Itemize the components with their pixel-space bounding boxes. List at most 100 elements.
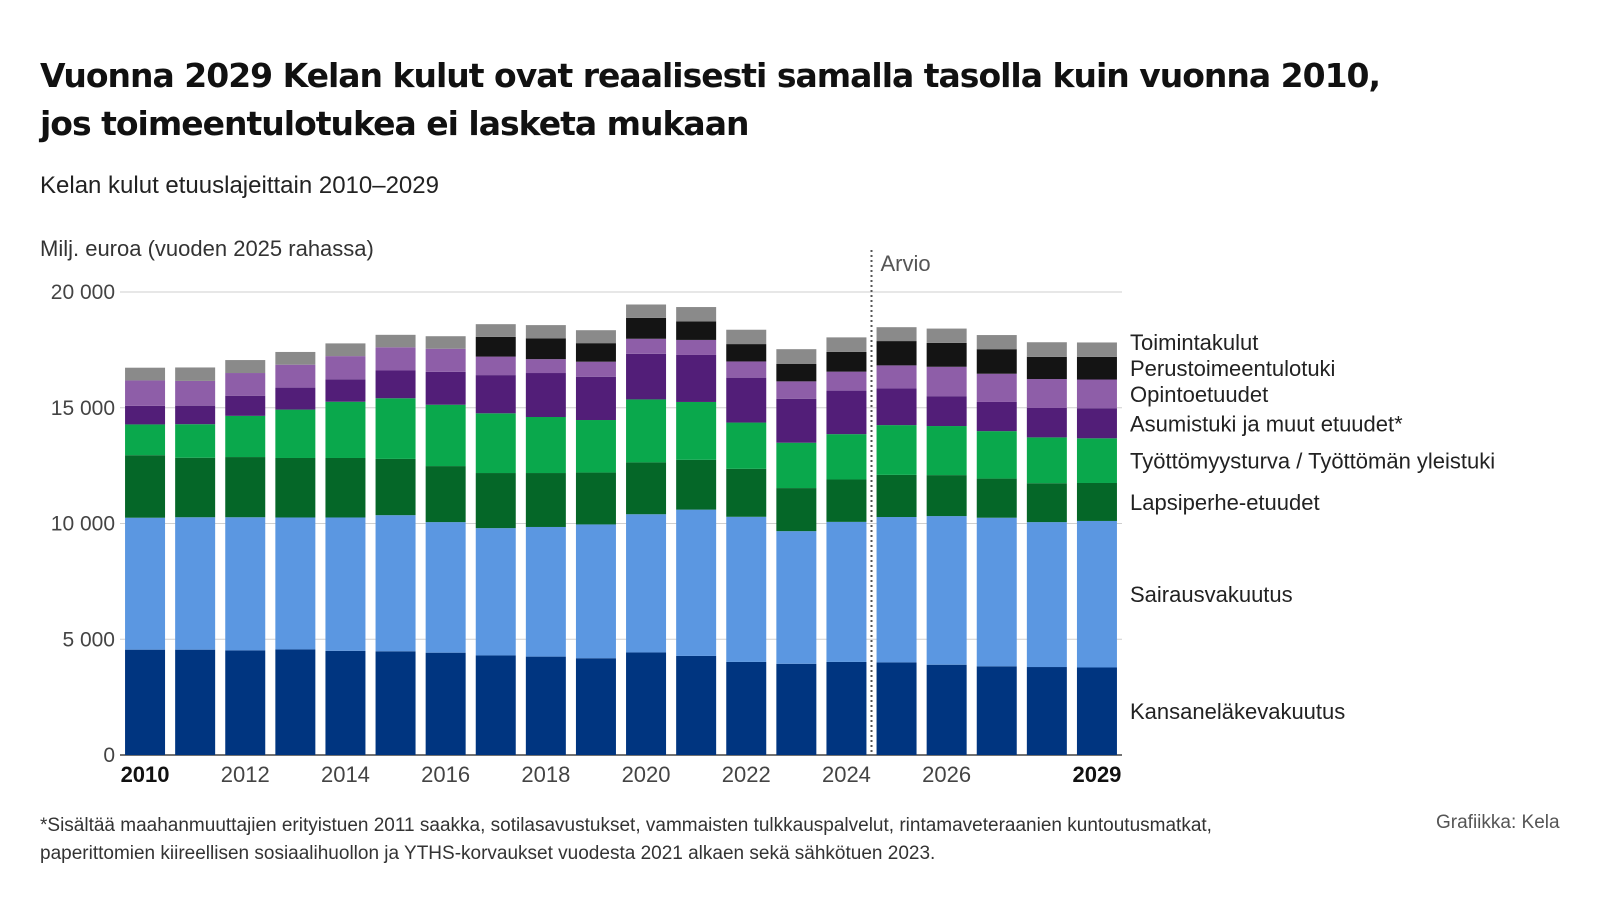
bar-segment: [225, 457, 266, 518]
bar-stack: [676, 307, 717, 755]
bar-segment: [375, 370, 416, 399]
bar-segment: [776, 663, 817, 755]
bar-segment: [826, 337, 867, 352]
bar-stack: [976, 335, 1017, 755]
bar-segment: [676, 401, 717, 460]
bar-segment: [125, 367, 166, 381]
bar-segment: [425, 371, 466, 405]
bar-segment: [976, 335, 1017, 350]
bar-segment: [926, 516, 967, 665]
bar-segment: [575, 343, 616, 362]
bar-segment: [1076, 379, 1117, 409]
x-tick-label: 2024: [822, 762, 871, 787]
chart-title: Vuonna 2029 Kelan kulut ovat reaalisesti…: [40, 52, 1520, 148]
bar-segment: [676, 307, 717, 322]
bar-segment: [225, 517, 266, 651]
bar-segment: [726, 361, 767, 378]
x-tick-label: 2018: [521, 762, 570, 787]
bar-segment: [275, 351, 316, 365]
bar-segment: [876, 474, 917, 518]
bar-segment: [1076, 408, 1117, 439]
bar-segment: [425, 348, 466, 372]
bar-segment: [325, 457, 366, 518]
bar-segment: [976, 349, 1017, 374]
bar-segment: [275, 457, 316, 518]
bar-segment: [676, 655, 717, 755]
bar-segment: [475, 336, 516, 357]
bar-segment: [575, 420, 616, 473]
bar-stack: [876, 327, 917, 755]
bar-segment: [1076, 342, 1117, 357]
bar-segment: [375, 398, 416, 459]
bar-segment: [1026, 667, 1067, 755]
bar-segment: [826, 390, 867, 435]
bar-segment: [726, 344, 767, 362]
bar-segment: [475, 356, 516, 376]
bar-segment: [425, 652, 466, 755]
bar-segment: [375, 515, 416, 652]
bar-stack: [325, 343, 366, 755]
bar-segment: [325, 401, 366, 458]
bar-segment: [626, 304, 667, 318]
bar-segment: [425, 336, 466, 349]
bar-segment: [626, 338, 667, 354]
x-tick-label: 2029: [1072, 762, 1121, 787]
bar-segment: [525, 359, 566, 374]
bar-segment: [876, 388, 917, 426]
bar-segment: [225, 373, 266, 396]
y-tick-label: 10 000: [51, 513, 115, 536]
bar-segment: [525, 526, 566, 657]
footnote-line1: *Sisältää maahanmuuttajien erityistuen 2…: [40, 815, 1212, 836]
bar-segment: [425, 404, 466, 467]
bar-segment: [926, 366, 967, 397]
bar-segment: [525, 656, 566, 755]
bar-segment: [676, 459, 717, 510]
bar-segment: [375, 651, 416, 755]
bar-segment: [626, 399, 667, 463]
bar-segment: [826, 479, 867, 522]
bar-segment: [475, 375, 516, 414]
bar-segment: [125, 424, 166, 456]
bar-segment: [225, 415, 266, 458]
bar-segment: [976, 666, 1017, 755]
bar-segment: [826, 434, 867, 480]
bar-segment: [1076, 520, 1117, 668]
footnote: *Sisältää maahanmuuttajien erityistuen 2…: [40, 812, 1390, 868]
series-label: Työttömyysturva / Työttömän yleistuki: [1130, 449, 1495, 474]
bar-segment: [1026, 483, 1067, 523]
bar-segment: [175, 380, 216, 406]
bar-segment: [726, 661, 767, 755]
series-label: Toimintakulut: [1130, 330, 1258, 355]
bar-segment: [425, 522, 466, 653]
bar-segment: [626, 652, 667, 755]
bar-segment: [525, 325, 566, 339]
credit: Grafiikka: Kela: [1436, 812, 1560, 833]
series-label: Lapsiperhe-etuudet: [1130, 490, 1320, 515]
bar-segment: [425, 466, 466, 523]
x-tick-label: 2026: [922, 762, 971, 787]
bar-segment: [175, 517, 216, 650]
bar-segment: [575, 472, 616, 525]
bar-segment: [375, 458, 416, 516]
bar-stack: [776, 349, 817, 755]
bar-segment: [475, 473, 516, 529]
bar-stack: [1076, 342, 1117, 755]
bar-segment: [175, 457, 216, 518]
bar-segment: [175, 649, 216, 755]
bar-segment: [275, 387, 316, 410]
bar-segment: [175, 405, 216, 425]
bar-segment: [976, 431, 1017, 479]
x-tick-label: 2022: [722, 762, 771, 787]
bar-segment: [876, 425, 917, 475]
stacked-bar-chart: 0 5 000 10 000 15 000 20 000 2010 2012 2014 2016…: [51, 250, 1495, 787]
y-tick-label: 15 000: [51, 397, 115, 420]
bar-segment: [626, 462, 667, 515]
bar-stack: [575, 330, 616, 755]
bar-segment: [1026, 522, 1067, 668]
bar-stack: [175, 367, 216, 755]
chart-title-line2: jos toimeentulotukea ei lasketa mukaan: [40, 104, 749, 143]
bar-segment: [575, 658, 616, 755]
bar-segment: [325, 650, 366, 755]
bar-segment: [776, 442, 817, 489]
chart-subtitle: Kelan kulut etuuslajeittain 2010–2029: [40, 172, 439, 199]
